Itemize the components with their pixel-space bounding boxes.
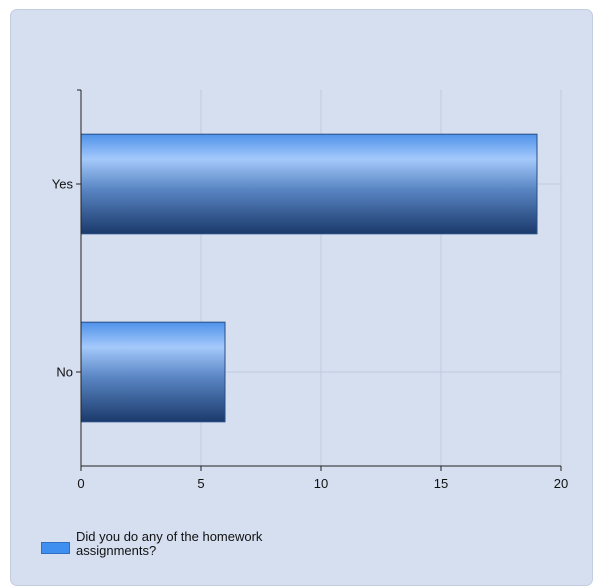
x-tick-label: 0 — [77, 476, 84, 491]
bar-no — [80, 321, 226, 423]
axes: 0 5 10 15 20 Yes No — [52, 89, 568, 491]
bars — [80, 133, 538, 423]
legend-swatch — [41, 542, 70, 554]
y-tick-label: Yes — [52, 177, 74, 192]
legend-label: Did you do any of the homework assignmen… — [76, 529, 263, 558]
bar-yes — [80, 133, 538, 235]
x-tick-label: 10 — [314, 476, 328, 491]
x-tick-label: 5 — [197, 476, 204, 491]
legend: Did you do any of the homework assignmen… — [41, 530, 306, 558]
x-tick-label: 20 — [554, 476, 568, 491]
chart-panel — [10, 9, 593, 586]
x-tick-label: 15 — [434, 476, 448, 491]
y-tick-label: No — [56, 365, 73, 380]
